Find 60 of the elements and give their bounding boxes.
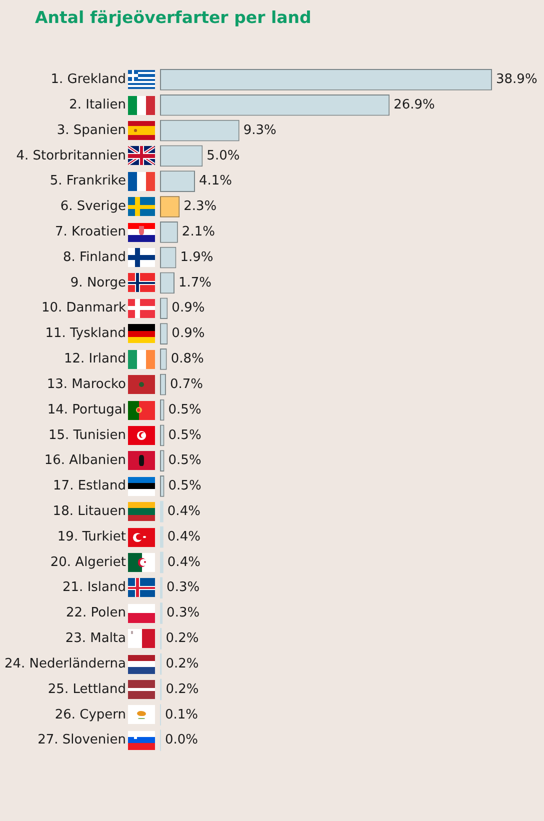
y-tick-label: 16. Albanien	[44, 453, 126, 468]
data-label: 0.5%	[168, 428, 202, 443]
data-label: 0.2%	[166, 682, 199, 697]
y-tick-label: 2. Italien	[69, 97, 126, 112]
bar	[160, 602, 163, 624]
y-tick-label: 4. Storbritannien	[16, 148, 126, 164]
y-tick-label: 9. Norge	[70, 275, 126, 290]
y-tick-label: 1. Grekland	[50, 72, 126, 88]
data-label: 0.3%	[166, 606, 200, 621]
data-label: 0.4%	[167, 504, 200, 520]
data-label: 0.4%	[167, 554, 200, 570]
y-tick-label: 21. Island	[62, 580, 126, 596]
data-label: 0.7%	[170, 376, 204, 392]
chart-title: Antal färjeöverfarter per land	[35, 8, 312, 27]
y-tick-label: 11. Tyskland	[45, 326, 126, 342]
data-label: 0.4%	[167, 529, 200, 544]
y-tick-label: 6. Sverige	[60, 199, 126, 214]
data-label: 9.3%	[243, 122, 276, 138]
y-tick-label: 14. Portugal	[47, 402, 126, 418]
y-tick-label: 5. Frankrike	[50, 174, 126, 189]
data-label: 1.7%	[178, 275, 212, 290]
data-label: 2.1%	[182, 224, 215, 240]
y-tick-label: 17. Estland	[53, 478, 126, 494]
data-label: 0.2%	[166, 631, 199, 646]
bar	[160, 526, 164, 548]
y-tick-label: 25. Lettland	[48, 682, 126, 697]
y-tick-label: 19. Turkiet	[57, 529, 126, 544]
data-label: 26.9%	[394, 97, 435, 112]
bar	[160, 577, 163, 599]
y-tick-label: 24. Nederländerna	[4, 656, 126, 672]
data-label: 0.9%	[172, 300, 205, 316]
data-label: 5.0%	[206, 148, 240, 164]
y-tick-label: 22. Polen	[66, 606, 126, 621]
data-label: 0.5%	[168, 453, 202, 468]
y-tick-label: 20. Algeriet	[50, 554, 126, 570]
data-label: 0.0%	[165, 732, 198, 748]
data-label: 2.3%	[184, 199, 217, 214]
y-tick-label: 13. Marocko	[46, 376, 126, 392]
data-label: 0.3%	[166, 580, 200, 596]
data-label: 38.9%	[496, 72, 538, 88]
y-tick-label: 23. Malta	[65, 631, 126, 646]
data-label: 0.1%	[165, 707, 198, 722]
data-label: 0.8%	[170, 352, 204, 367]
data-label: 0.9%	[172, 326, 205, 342]
y-tick-label: 18. Litauen	[52, 504, 126, 520]
data-label: 0.2%	[166, 656, 199, 672]
y-tick-label: 15. Tunisien	[48, 428, 126, 443]
y-tick-label: 8. Finland	[63, 250, 126, 265]
data-label: 0.5%	[168, 478, 202, 494]
data-label: 0.5%	[168, 402, 202, 418]
y-tick-label: 10. Danmark	[41, 300, 126, 316]
data-label: 4.1%	[198, 174, 232, 189]
y-tick-label: 3. Spanien	[56, 122, 126, 138]
bar	[160, 500, 164, 522]
y-tick-label: 26. Cypern	[54, 707, 126, 722]
bar	[160, 552, 164, 574]
y-tick-label: 27. Slovenien	[38, 732, 126, 748]
y-tick-label: 12. Irland	[64, 352, 126, 367]
data-label: 1.9%	[180, 250, 214, 265]
y-tick-label: 7. Kroatien	[55, 224, 126, 240]
